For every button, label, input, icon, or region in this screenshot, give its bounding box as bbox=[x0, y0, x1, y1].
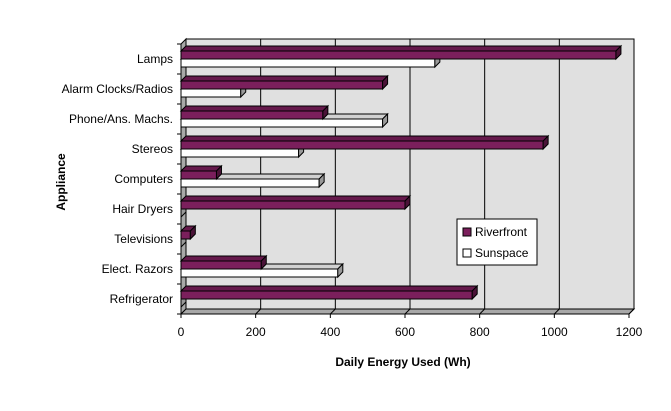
gridline-floor bbox=[628, 308, 635, 315]
bar-riverfront-4 bbox=[179, 164, 223, 181]
legend-swatch-riverfront bbox=[462, 227, 472, 237]
bar-riverfront-1 bbox=[179, 74, 389, 91]
legend: Riverfront Sunspace bbox=[456, 218, 538, 266]
bar-end bbox=[382, 74, 389, 91]
y-axis: Refrigerator Elect. Razors Televisions Hair… bbox=[62, 43, 182, 315]
bar-top bbox=[179, 75, 389, 82]
bar-front bbox=[180, 50, 617, 60]
bar-front bbox=[180, 118, 384, 128]
y-tick-label: Stereos bbox=[132, 142, 173, 156]
y-tick-label: Lamps bbox=[137, 52, 173, 66]
bar-front bbox=[180, 170, 217, 180]
bar-end bbox=[260, 254, 267, 271]
bar-top bbox=[179, 165, 223, 172]
bar-front bbox=[180, 110, 324, 120]
bar-end bbox=[322, 104, 329, 121]
gridline-floor bbox=[553, 308, 560, 315]
y-tick-label: Televisions bbox=[114, 232, 173, 246]
bar-riverfront-5 bbox=[179, 194, 412, 211]
bar-front bbox=[180, 290, 473, 300]
bar-top bbox=[179, 105, 330, 112]
bar-front bbox=[180, 58, 436, 68]
y-tick-label: Computers bbox=[114, 172, 173, 186]
bar-top bbox=[179, 285, 479, 292]
x-tick-label: 0 bbox=[178, 325, 185, 339]
x-tick-label: 800 bbox=[470, 325, 490, 339]
y-axis-title: Appliance bbox=[54, 153, 68, 211]
y-tick-label: Phone/Ans. Machs. bbox=[69, 112, 173, 126]
bar-end bbox=[404, 194, 411, 211]
bar-end bbox=[215, 164, 222, 181]
bar-end bbox=[615, 44, 622, 61]
bar-end bbox=[189, 224, 196, 241]
bar-riverfront-7 bbox=[179, 254, 268, 271]
bar-front bbox=[180, 80, 384, 90]
bar-end bbox=[318, 172, 325, 189]
bar-front bbox=[180, 148, 300, 158]
x-axis: 0 200 400 600 800 1000 1200 bbox=[178, 313, 643, 339]
bar-front bbox=[180, 260, 262, 270]
y-tick-label: Hair Dryers bbox=[112, 202, 173, 216]
bar-end bbox=[337, 262, 344, 279]
bar-top bbox=[179, 255, 268, 262]
x-tick-label: 600 bbox=[395, 325, 415, 339]
legend-label-riverfront: Riverfront bbox=[475, 225, 528, 239]
legend-label-sunspace: Sunspace bbox=[475, 246, 529, 260]
y-tick-label: Elect. Razors bbox=[102, 262, 173, 276]
bar-top bbox=[179, 195, 412, 202]
bar-front bbox=[180, 140, 544, 150]
x-tick-label: 1000 bbox=[541, 325, 568, 339]
bar-front bbox=[180, 178, 320, 188]
bar-riverfront-2 bbox=[179, 104, 330, 121]
bar-riverfront-8 bbox=[179, 284, 479, 301]
bar-end bbox=[542, 134, 549, 151]
bar-front bbox=[180, 88, 242, 98]
gridline-floor bbox=[404, 308, 411, 315]
y-tick-label: Alarm Clocks/Radios bbox=[62, 82, 173, 96]
bar-front bbox=[180, 200, 406, 210]
bar-riverfront-0 bbox=[179, 44, 623, 61]
x-tick-label: 1200 bbox=[616, 325, 643, 339]
bars bbox=[179, 44, 623, 309]
legend-swatch-sunspace bbox=[462, 248, 472, 258]
gridline-floor bbox=[479, 308, 486, 315]
bar-top bbox=[179, 45, 623, 52]
gridline-floor bbox=[329, 308, 336, 315]
y-tick-label: Refrigerator bbox=[110, 292, 173, 306]
bar-front bbox=[180, 230, 191, 240]
bar-end bbox=[471, 284, 478, 301]
x-axis-title: Daily Energy Used (Wh) bbox=[335, 355, 470, 369]
bar-end bbox=[382, 112, 389, 129]
bar-top bbox=[179, 135, 550, 142]
x-tick-label: 400 bbox=[320, 325, 340, 339]
bar-riverfront-3 bbox=[179, 134, 550, 151]
x-tick-label: 200 bbox=[246, 325, 266, 339]
gridline-floor bbox=[255, 308, 262, 315]
bar-front bbox=[180, 268, 339, 278]
